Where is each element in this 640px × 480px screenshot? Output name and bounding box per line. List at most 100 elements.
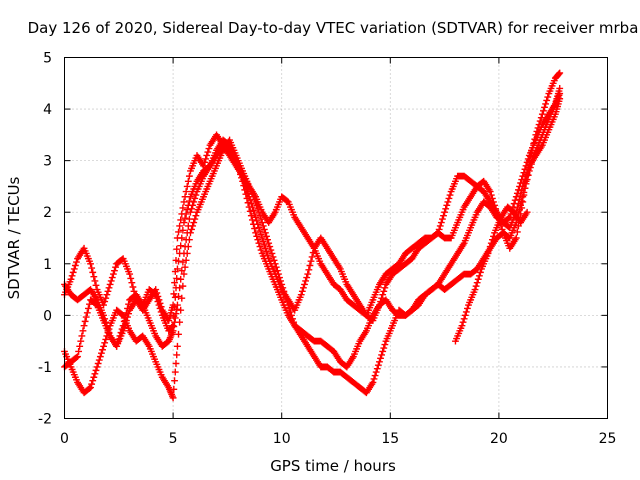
data-point (258, 234, 266, 242)
data-point (89, 268, 97, 276)
data-point (174, 342, 181, 350)
data-point (300, 284, 307, 292)
data-point (94, 360, 102, 367)
data-point (440, 212, 447, 220)
data-point (105, 284, 113, 292)
data-point (190, 219, 198, 226)
data-point (521, 165, 529, 173)
data-point (84, 305, 92, 312)
data-point (369, 379, 377, 386)
data-point (517, 201, 525, 209)
data-point (68, 272, 76, 280)
data-point (70, 265, 78, 273)
data-point (241, 186, 249, 194)
data-point (73, 354, 80, 361)
data-point (202, 155, 210, 163)
data-point (238, 174, 245, 182)
data-point (153, 294, 161, 302)
data-point (441, 208, 448, 216)
data-point (181, 263, 189, 271)
data-point (474, 275, 482, 283)
data-point (381, 341, 389, 348)
data-point (175, 330, 182, 338)
data-point (556, 69, 564, 77)
data-point (524, 155, 532, 163)
data-point (247, 212, 255, 220)
data-point (484, 250, 492, 257)
data-point (260, 226, 268, 233)
data-point (275, 270, 282, 278)
data-point (542, 100, 549, 108)
data-point (177, 275, 185, 283)
data-point (263, 248, 270, 256)
x-tick-label: 15 (381, 431, 399, 447)
data-point (82, 313, 90, 321)
data-point (380, 344, 388, 352)
data-point (556, 90, 564, 97)
data-point (157, 308, 165, 316)
data-point (233, 160, 241, 168)
data-point (171, 368, 179, 376)
data-point (78, 332, 86, 340)
data-point (179, 226, 187, 234)
data-point (472, 282, 480, 290)
data-point (264, 236, 271, 244)
y-tick-label: 1 (43, 257, 52, 273)
y-axis-label: SDTVAR / TECUs (5, 176, 23, 299)
data-point (540, 107, 547, 115)
data-point (95, 356, 103, 364)
y-tick-label: 3 (43, 154, 52, 170)
data-point (520, 189, 528, 196)
data-point (155, 301, 163, 309)
data-point (246, 207, 254, 215)
data-point (87, 260, 94, 268)
data-point (239, 177, 247, 185)
data-point (374, 361, 382, 369)
data-point (541, 103, 548, 111)
data-point (264, 251, 271, 259)
data-point (270, 256, 278, 264)
data-point (379, 348, 387, 355)
y-tick-label: 4 (43, 102, 52, 118)
data-point (526, 164, 534, 171)
data-point (522, 180, 530, 188)
data-point (190, 198, 198, 206)
data-point (125, 300, 132, 308)
data-point (124, 305, 131, 312)
data-point (128, 279, 136, 287)
data-point (129, 283, 137, 291)
x-tick-label: 0 (60, 431, 69, 447)
data-point (108, 274, 116, 281)
data-point (462, 308, 470, 316)
data-point (259, 222, 267, 230)
data-point (182, 210, 190, 218)
data-point (182, 236, 190, 244)
x-tick-label: 10 (273, 431, 291, 447)
data-point (175, 228, 182, 236)
data-point (174, 265, 181, 273)
data-point (173, 274, 181, 282)
data-point (248, 216, 256, 224)
data-point (172, 360, 180, 367)
data-point (278, 281, 286, 288)
data-series (61, 69, 564, 402)
data-point (258, 219, 266, 226)
series-trace-2 (61, 95, 564, 350)
x-axis-label: GPS time / hours (270, 457, 396, 475)
data-point (487, 239, 495, 247)
data-point (473, 279, 481, 287)
data-point (176, 284, 184, 292)
data-point (90, 273, 98, 281)
data-point (69, 268, 77, 276)
data-point (127, 274, 135, 282)
data-point (180, 270, 188, 278)
data-point (464, 305, 471, 312)
data-point (93, 363, 101, 371)
data-point (126, 270, 134, 278)
y-tick-label: 2 (43, 205, 52, 221)
data-point (91, 277, 99, 285)
data-point (303, 274, 311, 281)
data-point (256, 243, 264, 250)
data-point (512, 193, 520, 201)
data-point (370, 375, 378, 383)
